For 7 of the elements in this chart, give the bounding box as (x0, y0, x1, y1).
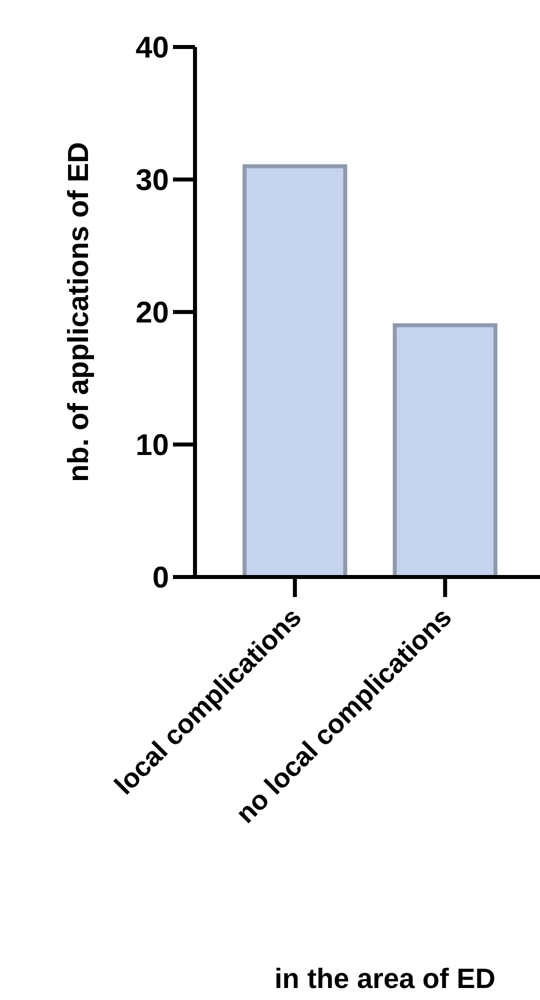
y-axis-title: nb. of applications of ED (63, 142, 95, 482)
y-tick-label: 30 (136, 164, 169, 197)
y-tick-label: 20 (136, 296, 169, 330)
x-axis-title: in the area of ED (274, 963, 496, 994)
y-tick-label: 40 (136, 32, 169, 64)
y-tick-label: 10 (136, 429, 169, 462)
y-tick-label: 0 (152, 562, 169, 594)
